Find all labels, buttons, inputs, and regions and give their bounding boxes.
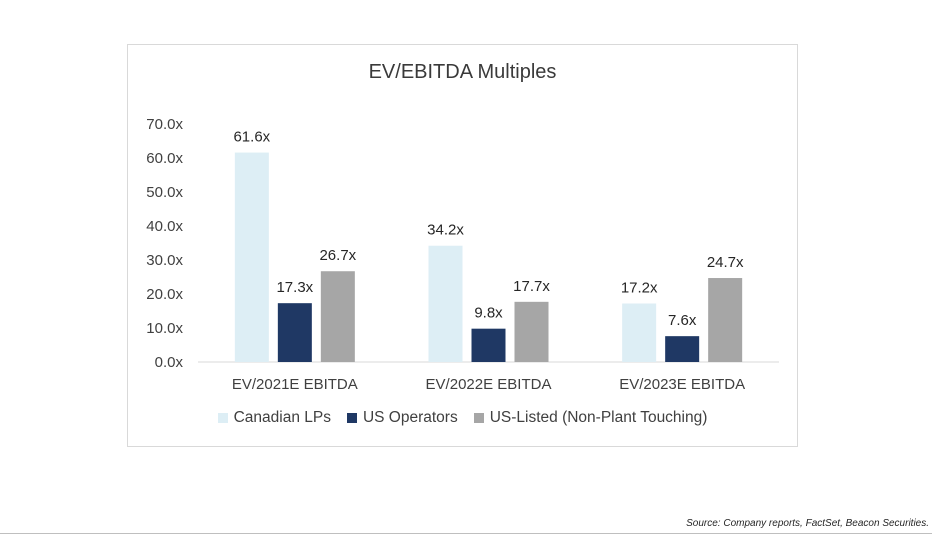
data-label: 26.7x bbox=[319, 247, 356, 264]
y-tick-label: 50.0x bbox=[146, 184, 183, 201]
y-tick-label: 40.0x bbox=[146, 218, 183, 235]
y-tick-label: 20.0x bbox=[146, 286, 183, 303]
bar bbox=[514, 301, 549, 362]
data-label: 17.3x bbox=[276, 279, 313, 296]
bar bbox=[622, 303, 657, 362]
data-label: 34.2x bbox=[427, 222, 464, 239]
chart-legend: Canadian LPs US Operators US-Listed (Non-P… bbox=[128, 409, 797, 427]
category-label: EV/2023E EBITDA bbox=[619, 376, 745, 393]
chart-frame: EV/EBITDA Multiples 0.0x 10.0x 20.0x 30.0x 4… bbox=[127, 44, 798, 447]
y-tick-label: 60.0x bbox=[146, 150, 183, 167]
legend-swatch bbox=[473, 413, 484, 423]
y-tick-label: 10.0x bbox=[146, 320, 183, 337]
data-label: 7.6x bbox=[668, 312, 697, 329]
data-label: 17.2x bbox=[621, 280, 658, 297]
y-tick-label: 70.0x bbox=[146, 116, 183, 133]
bar bbox=[471, 328, 506, 362]
y-tick-label: 30.0x bbox=[146, 252, 183, 269]
legend-label: US-Listed (Non-Plant Touching) bbox=[489, 409, 708, 426]
legend-label: Canadian LPs bbox=[233, 409, 331, 426]
bar bbox=[234, 152, 269, 362]
bar bbox=[320, 271, 355, 362]
bar bbox=[665, 336, 700, 362]
legend-swatch bbox=[217, 413, 228, 423]
source-note: Source: Company reports, FactSet, Beacon… bbox=[686, 518, 929, 529]
bar bbox=[428, 245, 463, 362]
data-label: 9.8x bbox=[474, 305, 503, 322]
data-label: 61.6x bbox=[233, 129, 270, 146]
footer-divider bbox=[0, 533, 932, 534]
category-label: EV/2021E EBITDA bbox=[232, 376, 358, 393]
legend-item: US-Listed (Non-Plant Touching) bbox=[473, 409, 708, 427]
bar bbox=[277, 303, 312, 362]
bar-chart-plot: 0.0x 10.0x 20.0x 30.0x 40.0x 50.0x 60.0x 70.0x 6… bbox=[146, 116, 779, 393]
y-tick-label: 0.0x bbox=[155, 354, 184, 371]
bar bbox=[708, 278, 743, 362]
legend-item: US Operators bbox=[346, 409, 458, 427]
data-label: 24.7x bbox=[707, 254, 744, 271]
legend-item: Canadian LPs bbox=[217, 409, 331, 427]
legend-swatch bbox=[346, 413, 357, 423]
legend-label: US Operators bbox=[362, 409, 458, 426]
category-label: EV/2022E EBITDA bbox=[426, 376, 552, 393]
chart-title: EV/EBITDA Multiples bbox=[368, 61, 557, 83]
data-label: 17.7x bbox=[513, 278, 550, 295]
